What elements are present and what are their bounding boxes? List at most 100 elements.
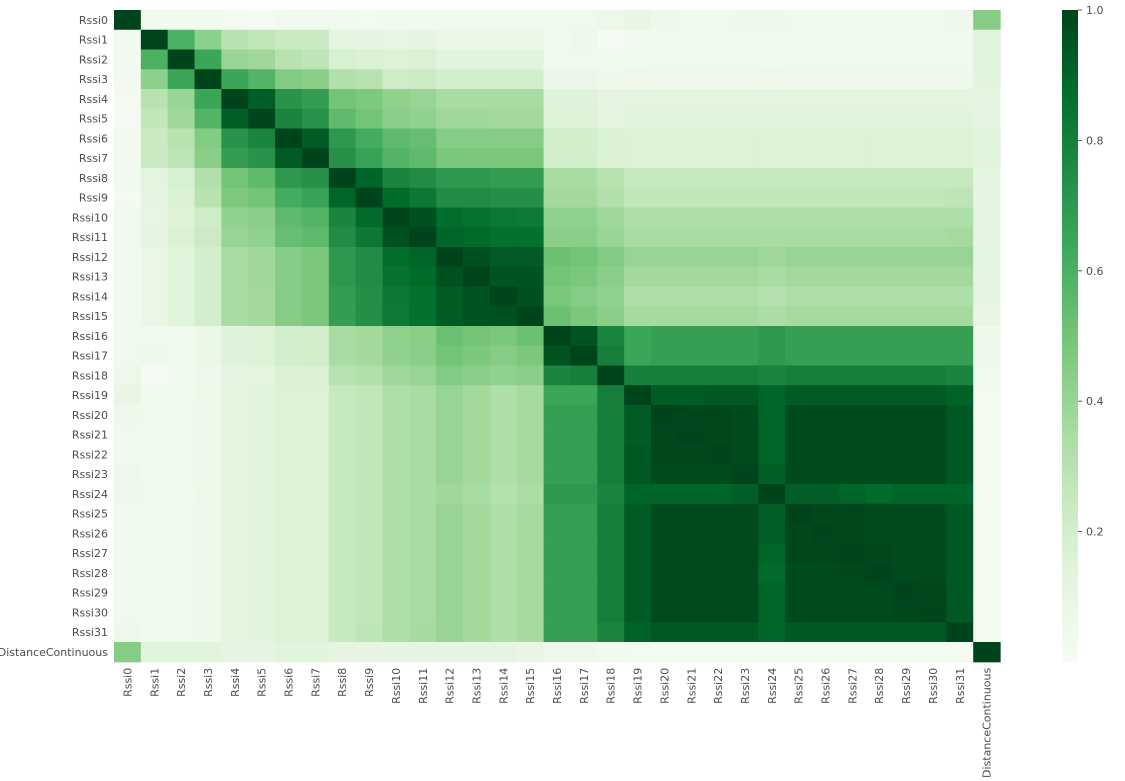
- heatmap-cell-Rssi30-Rssi7: [301, 602, 330, 623]
- heatmap-cell-Rssi27-Rssi9: [355, 543, 384, 564]
- heatmap-cell-Rssi27-Rssi6: [275, 543, 303, 564]
- heatmap-cell-Rssi30-Rssi26: [812, 602, 840, 623]
- heatmap-cell-Rssi31-Rssi6: [275, 622, 303, 643]
- heatmap-cell-Rssi3-Rssi22: [704, 69, 733, 90]
- heatmap-cell-Rssi23-Rssi3: [194, 464, 222, 485]
- heatmap-cell-Rssi20-Rssi14: [489, 405, 518, 426]
- heatmap-cell-Rssi24-Rssi15: [516, 484, 545, 505]
- heatmap-cell-Rssi21-Rssi16: [543, 424, 572, 446]
- heatmap-cell-Rssi17-Rssi25: [785, 345, 813, 367]
- heatmap-cell-Rssi20-Rssi12: [436, 405, 464, 426]
- heatmap-cell-Rssi10-Rssi4: [221, 207, 249, 228]
- heatmap-cell-Rssi15-Rssi24: [758, 306, 786, 327]
- heatmap-cell-Rssi3-Rssi24: [758, 69, 786, 90]
- heatmap-cell-Rssi27-Rssi16: [543, 543, 572, 564]
- heatmap-cell-Rssi12-Rssi24: [758, 247, 786, 268]
- heatmap-cell-Rssi20-Rssi18: [597, 405, 625, 426]
- heatmap-cell-Rssi7-Rssi22: [704, 148, 733, 169]
- heatmap-cell-Rssi13-Rssi10: [382, 266, 410, 288]
- heatmap-cell-Rssi5-Rssi10: [382, 108, 410, 130]
- heatmap-cell-Rssi20-DistanceContinuous: [973, 405, 1001, 426]
- heatmap-cell-Rssi0-Rssi1: [140, 10, 169, 31]
- heatmap-cell-Rssi28-Rssi5: [248, 563, 276, 584]
- y-tick-label-Rssi22: Rssi22: [72, 448, 108, 461]
- heatmap-cell-Rssi24-Rssi1: [140, 484, 169, 505]
- heatmap-cell-Rssi29-Rssi10: [382, 582, 410, 604]
- heatmap-cell-Rssi30-Rssi20: [651, 602, 679, 623]
- heatmap-cell-Rssi5-Rssi7: [301, 108, 330, 130]
- heatmap-cell-Rssi16-Rssi18: [597, 326, 625, 347]
- heatmap-cell-Rssi2-Rssi10: [382, 49, 410, 70]
- heatmap-cell-Rssi6-Rssi16: [543, 128, 572, 149]
- heatmap-cell-Rssi23-Rssi24: [758, 464, 786, 485]
- heatmap-cell-Rssi11-Rssi12: [436, 227, 464, 248]
- heatmap-cell-Rssi20-Rssi29: [892, 405, 921, 426]
- heatmap-cell-Rssi15-Rssi10: [382, 306, 410, 327]
- heatmap-cell-Rssi12-Rssi7: [301, 247, 330, 268]
- heatmap-cell-Rssi24-Rssi0: [114, 484, 142, 505]
- heatmap-cell-Rssi28-Rssi4: [221, 563, 249, 584]
- heatmap-cell-Rssi19-Rssi5: [248, 385, 276, 406]
- heatmap-cell-Rssi27-Rssi11: [409, 543, 437, 564]
- heatmap-cell-Rssi21-DistanceContinuous: [973, 424, 1001, 446]
- heatmap-cell-Rssi12-Rssi8: [328, 247, 357, 268]
- y-tick-label-Rssi15: Rssi15: [72, 310, 108, 323]
- heatmap-cell-Rssi30-Rssi13: [463, 602, 491, 623]
- heatmap-cell-Rssi9-Rssi29: [892, 187, 921, 209]
- heatmap-cell-Rssi14-Rssi3: [194, 286, 222, 307]
- heatmap-cell-Rssi14-Rssi13: [463, 286, 491, 307]
- heatmap-cell-Rssi12-Rssi31: [946, 247, 974, 268]
- heatmap-cell-Rssi13-Rssi13: [463, 266, 491, 288]
- heatmap-cell-Rssi31-Rssi15: [516, 622, 545, 643]
- heatmap-cell-Rssi2-Rssi22: [704, 49, 733, 70]
- heatmap-cell-Rssi12-Rssi13: [463, 247, 491, 268]
- heatmap-cell-Rssi19-Rssi29: [892, 385, 921, 406]
- y-tick-label-Rssi3: Rssi3: [79, 73, 108, 86]
- heatmap-cell-Rssi17-Rssi5: [248, 345, 276, 367]
- heatmap-cell-Rssi3-Rssi12: [436, 69, 464, 90]
- heatmap-cell-Rssi26-Rssi30: [919, 523, 947, 544]
- heatmap-cell-Rssi17-Rssi30: [919, 345, 947, 367]
- heatmap-cell-Rssi0-Rssi15: [516, 10, 545, 31]
- heatmap-cell-Rssi18-Rssi12: [436, 365, 464, 386]
- heatmap-cell-Rssi31-Rssi0: [114, 622, 142, 643]
- heatmap-cell-DistanceContinuous-Rssi27: [838, 642, 867, 663]
- y-tick-label-Rssi31: Rssi31: [72, 626, 108, 639]
- heatmap-cell-Rssi10-Rssi21: [677, 207, 706, 228]
- heatmap-cell-Rssi17-Rssi2: [167, 345, 196, 367]
- heatmap-cell-Rssi24-Rssi23: [731, 484, 759, 505]
- heatmap-cell-Rssi7-Rssi9: [355, 148, 384, 169]
- heatmap-cell-Rssi2-Rssi21: [677, 49, 706, 70]
- heatmap-cell-Rssi1-Rssi3: [194, 29, 222, 51]
- heatmap-cell-Rssi14-Rssi10: [382, 286, 410, 307]
- heatmap-cell-Rssi13-Rssi16: [543, 266, 572, 288]
- heatmap-cell-Rssi19-Rssi12: [436, 385, 464, 406]
- heatmap-cell-Rssi4-DistanceContinuous: [973, 89, 1001, 110]
- heatmap-cell-Rssi18-Rssi8: [328, 365, 357, 386]
- heatmap-cell-Rssi30-Rssi0: [114, 602, 142, 623]
- heatmap-cell-Rssi8-Rssi7: [301, 168, 330, 189]
- heatmap-cell-Rssi22-Rssi20: [651, 444, 679, 465]
- heatmap-cell-Rssi24-Rssi26: [812, 484, 840, 505]
- heatmap-cell-Rssi27-Rssi8: [328, 543, 357, 564]
- heatmap-cell-Rssi0-Rssi26: [812, 10, 840, 31]
- heatmap-cell-Rssi18-Rssi0: [114, 365, 142, 386]
- heatmap-cell-Rssi2-Rssi2: [167, 49, 196, 70]
- heatmap-cell-Rssi23-Rssi6: [275, 464, 303, 485]
- heatmap-cell-Rssi10-Rssi18: [597, 207, 625, 228]
- y-tick-label-Rssi4: Rssi4: [79, 93, 108, 106]
- heatmap-cell-Rssi28-Rssi3: [194, 563, 222, 584]
- heatmap-cell-Rssi16-Rssi16: [543, 326, 572, 347]
- heatmap-cell-Rssi27-Rssi5: [248, 543, 276, 564]
- heatmap-cell-Rssi2-Rssi27: [838, 49, 867, 70]
- heatmap-cell-Rssi20-Rssi30: [919, 405, 947, 426]
- y-tick-label-Rssi8: Rssi8: [79, 172, 108, 185]
- x-tick-label-Rssi3: Rssi3: [202, 668, 215, 697]
- heatmap-cell-Rssi18-Rssi16: [543, 365, 572, 386]
- heatmap-cell-Rssi8-Rssi22: [704, 168, 733, 189]
- heatmap-cell-Rssi16-Rssi23: [731, 326, 759, 347]
- x-tick-label-Rssi30: Rssi30: [927, 668, 940, 704]
- heatmap-cell-Rssi7-Rssi0: [114, 148, 142, 169]
- heatmap-cell-Rssi3-Rssi10: [382, 69, 410, 90]
- heatmap-cell-Rssi15-Rssi7: [301, 306, 330, 327]
